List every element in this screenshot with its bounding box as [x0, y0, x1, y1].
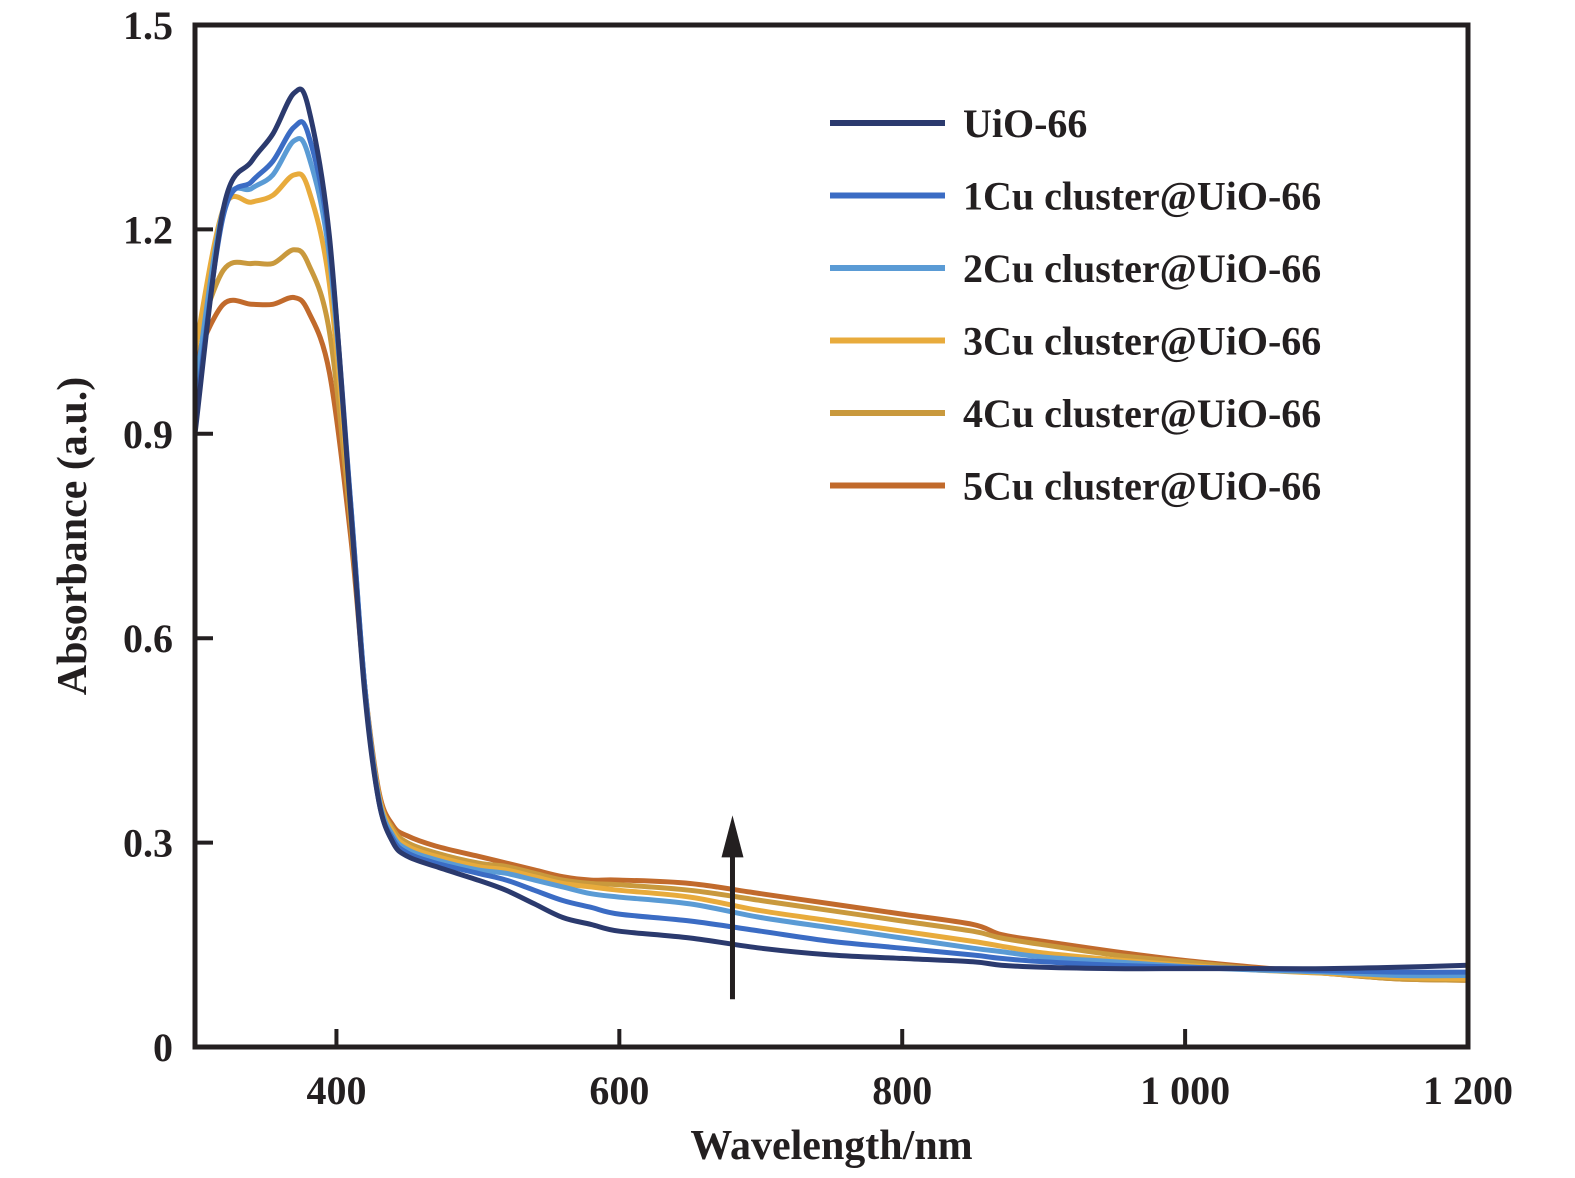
- series-line-1: [192, 86, 1471, 972]
- y-tick-label: 0.6: [123, 616, 173, 661]
- series-line-2: [192, 119, 1471, 975]
- legend-label: 1Cu cluster@UiO-66: [963, 174, 1321, 219]
- legend: UiO-66 1Cu cluster@UiO-66 2Cu cluster@UiO-…: [830, 101, 1321, 509]
- x-tick-label: 1 000: [1140, 1068, 1230, 1113]
- series-line-4: [192, 171, 1471, 982]
- y-tick-label: 0.3: [123, 821, 173, 866]
- plot-frame: [192, 22, 1471, 1050]
- series-line-6: [192, 294, 1471, 983]
- legend-label: 5Cu cluster@UiO-66: [963, 464, 1321, 509]
- series-line-3: [192, 136, 1471, 979]
- x-tick-label: 400: [306, 1068, 366, 1113]
- x-tick-label: 800: [872, 1068, 932, 1113]
- x-tick-label: 600: [589, 1068, 649, 1113]
- y-axis-ticks: 0 0.3 0.6 0.9 1.2 1.5: [123, 3, 213, 1070]
- y-tick-label: 1.5: [123, 3, 173, 48]
- series-line-5: [192, 247, 1471, 983]
- x-tick-label: 1 200: [1423, 1068, 1513, 1113]
- y-tick-label: 0: [153, 1025, 173, 1070]
- legend-label: UiO-66: [963, 101, 1087, 146]
- x-axis-ticks: 400 600 800 1 000 1 200: [306, 1029, 1513, 1113]
- annotation-layer: [721, 815, 744, 1000]
- legend-label: 2Cu cluster@UiO-66: [963, 246, 1321, 291]
- legend-label: 4Cu cluster@UiO-66: [963, 391, 1321, 436]
- y-tick-label: 1.2: [123, 207, 173, 252]
- x-axis-title: Wavelength/nm: [690, 1123, 972, 1169]
- arrow-head: [721, 815, 744, 858]
- y-tick-label: 0.9: [123, 412, 173, 457]
- legend-label: 3Cu cluster@UiO-66: [963, 319, 1321, 364]
- series-layer: [192, 86, 1471, 983]
- y-axis-title: Absorbance (a.u.): [50, 377, 96, 696]
